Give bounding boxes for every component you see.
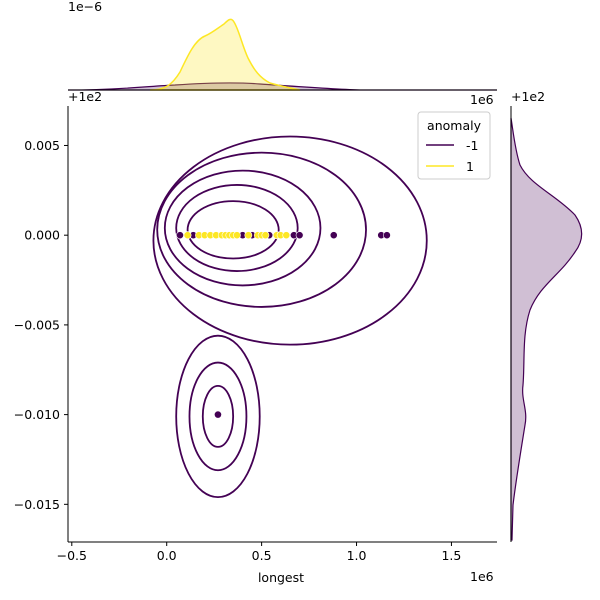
top-marginal-kde-anomaly-pos [149,18,301,91]
y-ticks: 0.005 0.000 −0.005 −0.010 −0.015 [14,138,68,512]
scatter-point-series1-0 [183,231,192,240]
y-tick-label-4: −0.015 [14,497,60,512]
y-tick-label-0: 0.005 [24,138,60,153]
kde-contour-7 [201,385,235,448]
legend-label-pos: 1 [466,159,474,174]
main-x-offset-label: 1e6 [470,569,494,584]
scatter-point-series1-10 [244,231,253,240]
x-tick-label-3: 1.0 [347,548,367,563]
kde-contour-6 [188,361,248,472]
kde-contour-0 [152,135,428,346]
kde-contour-3 [175,184,299,272]
y-tick-label-1: 0.000 [24,228,60,243]
right-marginal-offset-label: +1e2 [511,89,545,104]
scatter-point-series1-9 [233,231,241,240]
y-tick-label-2: −0.005 [14,317,60,332]
right-marginal: +1e2 [510,89,583,542]
scatter-point-series0-0 [176,231,184,240]
top-marginal-scale-label: 1e−6 [68,0,102,14]
scatter-point-series0-9 [383,231,391,240]
legend: anomaly -1 1 [417,111,491,180]
kde-contours [152,135,428,499]
scatter-point-series0-10 [214,410,222,419]
x-tick-label-1: 0.0 [157,548,177,563]
y-tick-label-3: −0.010 [14,407,60,422]
x-axis-label: longest [258,570,304,585]
scatter-point-series1-16 [282,231,291,240]
x-tick-label-0: −0.5 [57,548,87,563]
kde-contour-5 [175,334,261,499]
top-marginal: 1e−6 1e6 [67,0,497,107]
legend-title: anomaly [427,118,482,133]
main-axes: +1e2 1e6 longest −0.5 0.0 0.5 1.0 1.5 0.0050… [14,89,497,585]
scatter-point-series0-7 [329,231,338,240]
right-marginal-kde [510,117,583,541]
legend-label-neg: -1 [466,138,478,153]
top-marginal-x-offset-label: 1e6 [470,92,494,107]
scatter-points [176,231,391,419]
x-tick-label-2: 0.5 [252,548,272,563]
kde-contour-2 [163,169,322,287]
main-y-offset-label: +1e2 [68,89,102,104]
kde-contour-4 [186,200,280,260]
x-tick-label-4: 1.5 [441,548,461,563]
scatter-point-series1-13 [261,231,270,240]
x-ticks: −0.5 0.0 0.5 1.0 1.5 [57,542,461,563]
scatter-point-series0-6 [295,231,304,240]
kde-contour-1 [156,151,367,308]
